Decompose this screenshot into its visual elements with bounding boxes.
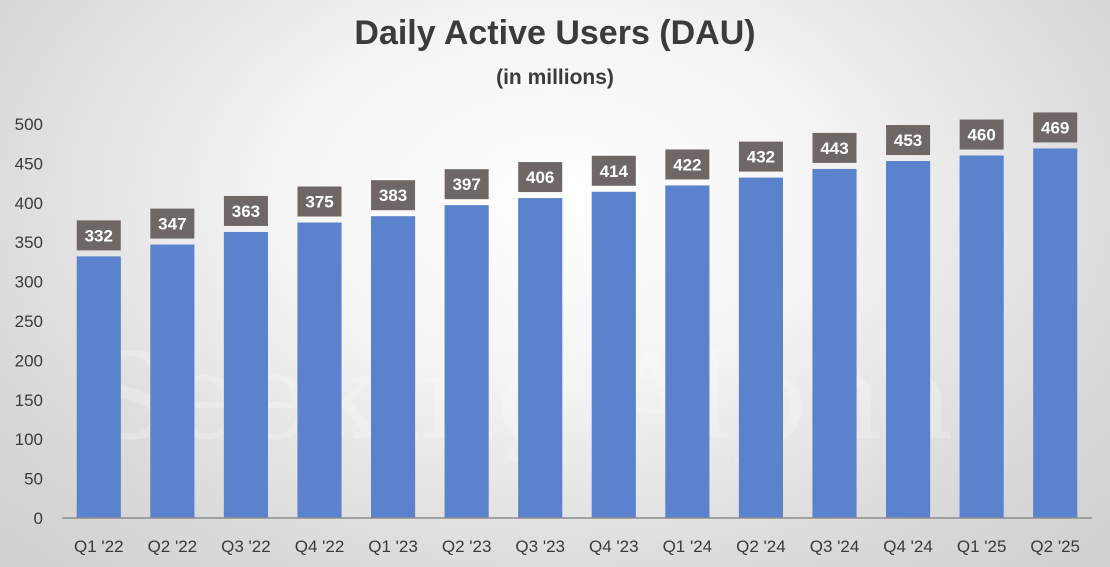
- data-label: 453: [894, 131, 922, 150]
- bar: [518, 198, 563, 518]
- x-tick-label: Q3 '23: [515, 537, 565, 556]
- bar: [223, 231, 268, 518]
- data-label: 375: [305, 193, 333, 212]
- data-label: 332: [85, 226, 113, 245]
- data-label-box: [959, 119, 1004, 150]
- data-label-box: [371, 180, 416, 211]
- y-tick-label: 0: [34, 509, 43, 528]
- data-label-box: [665, 149, 710, 180]
- bar: [738, 177, 783, 519]
- x-tick-label: Q2 '25: [1030, 537, 1080, 556]
- x-tick-label: Q1 '22: [74, 537, 124, 556]
- data-label-box: [150, 208, 195, 239]
- y-tick-label: 200: [15, 351, 43, 370]
- x-tick-label: Q1 '23: [368, 537, 418, 556]
- y-tick-label: 400: [15, 194, 43, 213]
- data-label-box: [738, 141, 783, 172]
- data-label: 469: [1041, 118, 1069, 137]
- data-label-box: [518, 162, 563, 193]
- bar: [959, 155, 1004, 518]
- data-label-box: [76, 220, 121, 251]
- bar: [76, 256, 121, 518]
- data-label: 443: [820, 139, 848, 158]
- bar: [812, 168, 857, 518]
- data-label-box: [444, 169, 489, 200]
- y-tick-label: 350: [15, 233, 43, 252]
- data-label: 422: [673, 155, 701, 174]
- y-tick-label: 150: [15, 391, 43, 410]
- x-tick-label: Q3 '22: [221, 537, 271, 556]
- x-tick-label: Q4 '22: [295, 537, 345, 556]
- bar: [371, 216, 416, 519]
- bar: [591, 191, 636, 518]
- bar: [665, 185, 710, 519]
- data-label-box: [297, 186, 342, 217]
- bar: [444, 205, 489, 518]
- x-tick-label: Q1 '24: [663, 537, 713, 556]
- bar: [297, 222, 342, 518]
- x-tick-label: Q2 '23: [442, 537, 492, 556]
- data-label: 432: [747, 148, 775, 167]
- y-tick-label: 450: [15, 154, 43, 173]
- x-tick-label: Q1 '25: [957, 537, 1007, 556]
- data-label-box: [223, 195, 268, 226]
- y-tick-label: 500: [15, 115, 43, 134]
- chart-title: Daily Active Users (DAU): [354, 14, 756, 52]
- y-tick-label: 300: [15, 273, 43, 292]
- bar: [886, 161, 931, 518]
- data-label: 383: [379, 186, 407, 205]
- x-tick-label: Q3 '24: [810, 537, 860, 556]
- chart-subtitle: (in millions): [496, 66, 614, 89]
- data-label: 460: [967, 126, 995, 145]
- data-label: 406: [526, 168, 554, 187]
- data-label-box: [1033, 112, 1078, 143]
- y-tick-label: 100: [15, 430, 43, 449]
- y-tick-label: 250: [15, 312, 43, 331]
- y-tick-label: 50: [24, 470, 43, 489]
- data-label: 414: [600, 162, 629, 181]
- x-tick-label: Q2 '22: [148, 537, 198, 556]
- data-label: 363: [232, 202, 260, 221]
- x-tick-label: Q4 '24: [883, 537, 933, 556]
- data-label-box: [886, 125, 931, 156]
- data-label: 347: [158, 215, 186, 234]
- x-tick-label: Q4 '23: [589, 537, 639, 556]
- data-label-box: [812, 132, 857, 163]
- bar: [150, 244, 195, 518]
- data-label-box: [591, 155, 636, 186]
- bar: [1033, 148, 1078, 519]
- data-label: 397: [452, 175, 480, 194]
- x-tick-label: Q2 '24: [736, 537, 786, 556]
